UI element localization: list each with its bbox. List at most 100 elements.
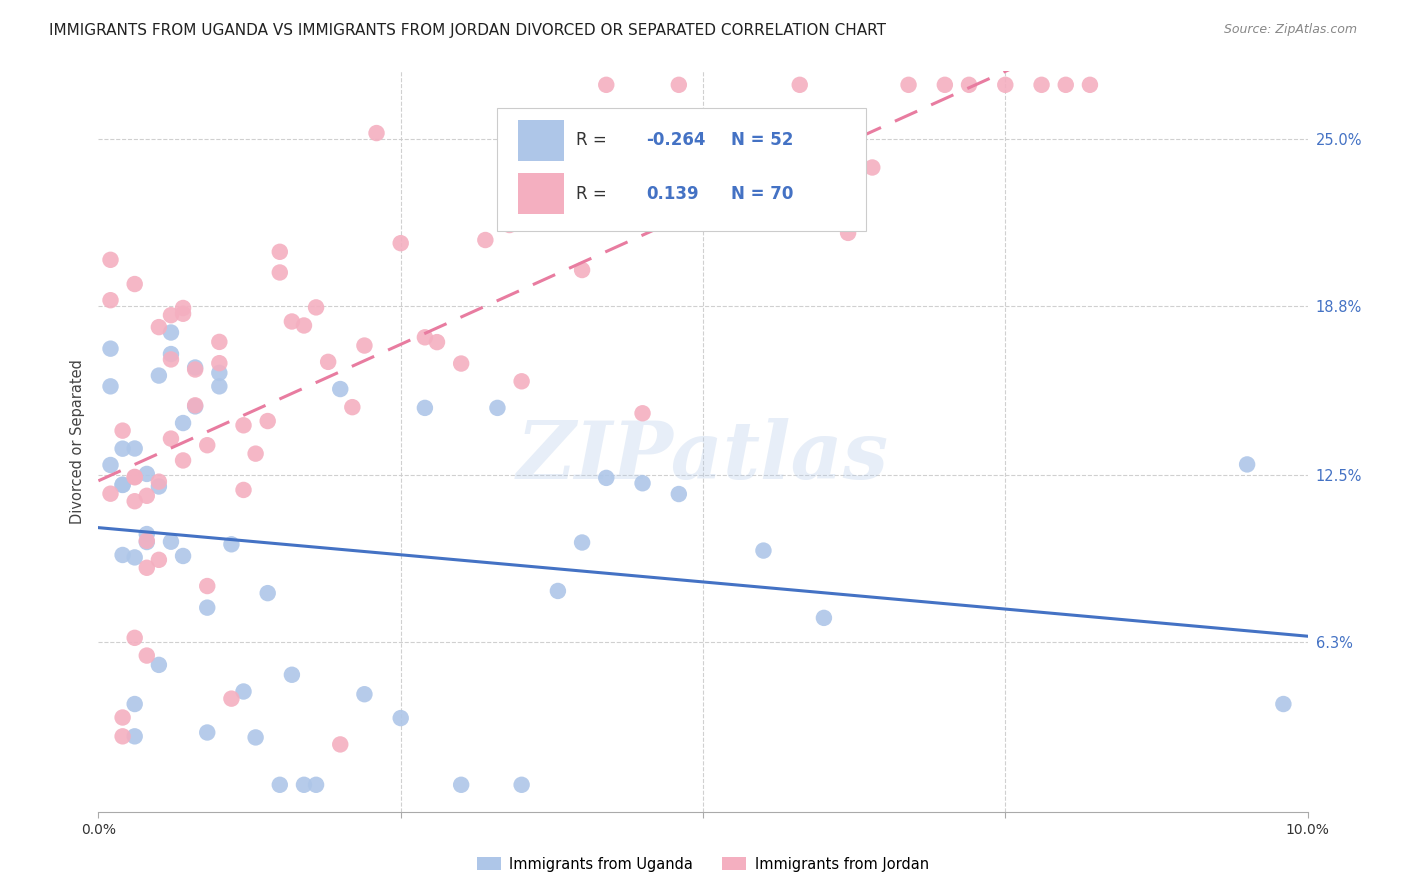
Text: Source: ZipAtlas.com: Source: ZipAtlas.com <box>1223 23 1357 37</box>
Point <box>160 347 183 361</box>
Point <box>184 398 207 412</box>
Point <box>305 301 328 315</box>
Point <box>752 543 775 558</box>
Point <box>994 78 1017 92</box>
Point <box>184 360 207 375</box>
Point <box>148 479 170 493</box>
Text: N = 52: N = 52 <box>731 131 793 149</box>
Point <box>450 357 472 371</box>
Point <box>148 320 170 334</box>
Text: ZIPatlas: ZIPatlas <box>517 417 889 495</box>
Point <box>631 476 654 491</box>
Point <box>450 778 472 792</box>
Point <box>1272 697 1295 711</box>
Point <box>813 611 835 625</box>
Point <box>934 78 956 92</box>
Point <box>329 738 352 752</box>
Point <box>668 487 690 501</box>
Point <box>510 374 533 388</box>
Point <box>148 368 170 383</box>
Point <box>135 535 157 549</box>
Point <box>1054 78 1077 92</box>
Point <box>329 382 352 396</box>
Point <box>571 535 593 549</box>
Point <box>957 78 980 92</box>
Text: N = 70: N = 70 <box>731 185 793 202</box>
Point <box>111 424 134 438</box>
Point <box>269 244 291 259</box>
Point <box>221 691 243 706</box>
Point <box>1236 458 1258 472</box>
Point <box>389 236 412 251</box>
Point <box>256 586 278 600</box>
Point <box>195 725 218 739</box>
Point <box>124 494 146 508</box>
Point <box>100 342 122 356</box>
Point <box>100 486 122 500</box>
Text: 0.139: 0.139 <box>647 185 699 202</box>
Point <box>571 263 593 277</box>
Text: -0.264: -0.264 <box>647 131 706 149</box>
Point <box>837 226 859 240</box>
Point <box>135 648 157 663</box>
Point <box>232 418 254 433</box>
Point <box>135 467 157 481</box>
Point <box>124 442 146 456</box>
FancyBboxPatch shape <box>498 109 866 230</box>
Point <box>498 218 520 232</box>
Point <box>124 470 146 484</box>
Point <box>245 447 267 461</box>
Point <box>135 533 157 548</box>
Point <box>232 684 254 698</box>
Legend: Immigrants from Uganda, Immigrants from Jordan: Immigrants from Uganda, Immigrants from … <box>471 851 935 878</box>
Point <box>595 471 617 485</box>
Point <box>353 338 375 352</box>
Point <box>111 548 134 562</box>
Point <box>160 308 183 322</box>
Point <box>111 729 134 743</box>
Point <box>752 137 775 152</box>
Bar <box>517 120 564 161</box>
Point <box>135 489 157 503</box>
Point <box>172 307 194 321</box>
Point <box>860 161 883 175</box>
Point <box>221 537 243 551</box>
Point <box>256 414 278 428</box>
Text: R =: R = <box>576 185 617 202</box>
Point <box>510 778 533 792</box>
Point <box>148 657 170 672</box>
Text: IMMIGRANTS FROM UGANDA VS IMMIGRANTS FROM JORDAN DIVORCED OR SEPARATED CORRELATI: IMMIGRANTS FROM UGANDA VS IMMIGRANTS FRO… <box>49 23 886 38</box>
Point <box>172 453 194 467</box>
Point <box>135 561 157 575</box>
Point <box>486 401 509 415</box>
Point <box>789 78 811 92</box>
Point <box>897 78 920 92</box>
Point <box>692 186 714 200</box>
Point <box>100 252 122 267</box>
Point <box>1078 78 1101 92</box>
Point <box>292 318 315 333</box>
Point <box>111 478 134 492</box>
Point <box>281 314 304 328</box>
Point <box>316 355 339 369</box>
Point <box>366 126 388 140</box>
Point <box>547 584 569 599</box>
Point <box>342 400 364 414</box>
Point <box>547 183 569 197</box>
Point <box>269 778 291 792</box>
Point <box>426 335 449 350</box>
Point <box>111 710 134 724</box>
Text: R =: R = <box>576 131 612 149</box>
Point <box>413 330 436 344</box>
Point <box>100 379 122 393</box>
Point <box>305 778 328 792</box>
Point <box>668 78 690 92</box>
Point <box>172 416 194 430</box>
Point <box>148 475 170 489</box>
Point <box>208 334 231 349</box>
Point <box>100 458 122 472</box>
Point <box>292 778 315 792</box>
Point <box>813 207 835 221</box>
Point <box>100 293 122 308</box>
Bar <box>517 173 564 214</box>
